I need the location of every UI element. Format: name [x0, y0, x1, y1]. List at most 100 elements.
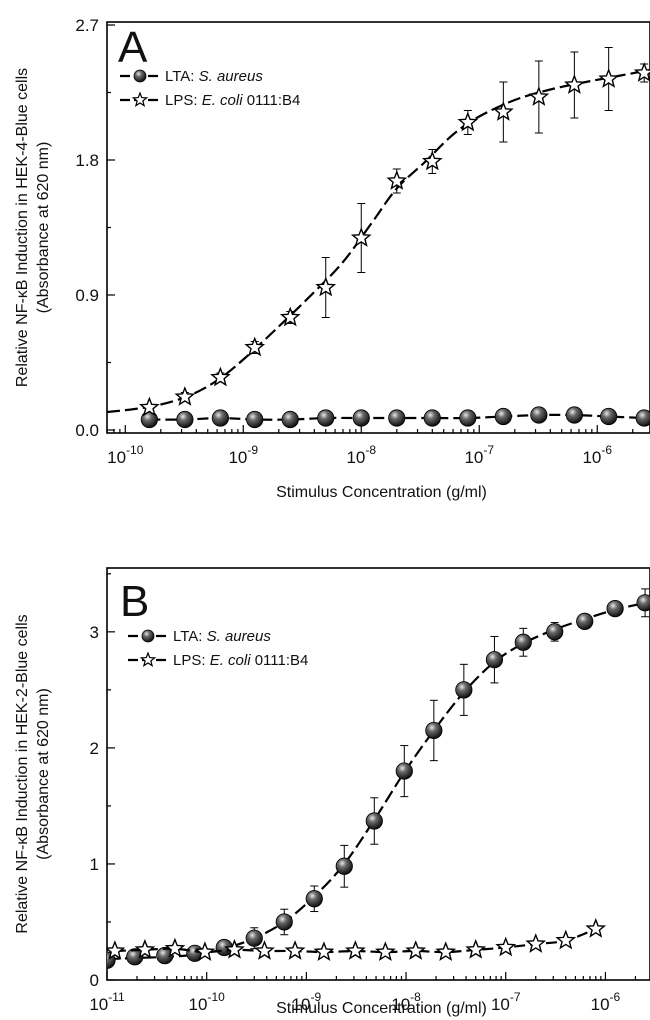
x-tick-label: 10-10: [189, 990, 226, 1014]
lta-point: [395, 762, 413, 780]
lps-point: [107, 940, 126, 960]
legend-label: LPS: E. coli 0111:B4: [165, 92, 300, 109]
lta-point: [246, 410, 264, 429]
plot-frame: [106, 567, 650, 981]
lps-point: [465, 938, 487, 959]
lta-point: [485, 651, 504, 669]
legend-entry: LTA: S. aureus: [120, 68, 263, 85]
lta-point: [636, 594, 650, 612]
lps-point: [194, 941, 216, 961]
lps-point: [528, 86, 550, 106]
lta-point: [459, 409, 477, 427]
lps-point: [164, 937, 186, 958]
lps-point: [598, 68, 620, 88]
lta-point: [281, 410, 299, 429]
lps-point: [244, 336, 266, 357]
lps-point: [138, 396, 160, 417]
x-tick-label: 10-6: [591, 990, 621, 1014]
x-axis-title: Stimulus Concentration (g/ml): [276, 484, 487, 501]
y-tick-label: 0: [90, 971, 99, 990]
x-tick-label: 10-6: [582, 443, 612, 467]
x-axis-title: Stimulus Concentration (g/ml): [276, 1000, 487, 1017]
lta-point: [425, 721, 443, 740]
lps-point: [405, 940, 427, 960]
y-tick-label: 1: [90, 855, 99, 874]
lps-point: [350, 227, 372, 247]
lps-point: [254, 940, 275, 960]
y-axis-title: Relative NF-κB Induction in HEK-4-Blue c…: [14, 68, 31, 387]
legend-label: LPS: E. coli 0111:B4: [173, 652, 308, 669]
legend-label: LTA: S. aureus: [165, 68, 263, 85]
lps-point: [386, 170, 408, 190]
x-tick-label: 10-7: [464, 443, 494, 467]
series-line: [107, 68, 650, 414]
lps-point: [174, 386, 196, 406]
lta-point: [423, 409, 441, 427]
legend-ball-marker: [133, 69, 147, 83]
lta-point: [245, 929, 263, 947]
lps-point: [525, 933, 547, 953]
legend-star-marker: [139, 651, 157, 668]
lta-point: [211, 409, 229, 427]
y-axis-subtitle: (Absorbance at 620 nm): [35, 142, 52, 314]
lta-point: [275, 913, 293, 931]
lta-point: [126, 948, 144, 966]
lta-point: [530, 406, 548, 424]
y-axis-title: Relative NF-κB Induction in HEK-2-Blue c…: [14, 614, 31, 933]
lta-series: [140, 406, 650, 429]
legend: LTA: S. aureus LPS: E. coli 0111:B4: [120, 68, 300, 109]
lta-point: [317, 409, 335, 427]
y-tick-label: 2.7: [75, 16, 99, 35]
lps-point: [284, 940, 306, 960]
y-axis-subtitle: (Absorbance at 620 nm): [35, 688, 52, 860]
lta-point: [635, 409, 650, 427]
panel-letter: A: [118, 23, 148, 72]
legend-ball-marker: [141, 629, 155, 643]
legend-entry: LPS: E. coli 0111:B4: [128, 651, 308, 669]
lta-point: [335, 857, 353, 875]
legend-entry: LPS: E. coli 0111:B4: [120, 91, 300, 109]
lps-point: [374, 941, 396, 961]
lta-point: [365, 812, 383, 830]
lps-point: [224, 938, 245, 959]
lta-point: [600, 407, 618, 426]
panel-a: 10-10 10-9 10-8 10-7 10-6 0.0 0.9 1.8 2.7 Stimulu…: [14, 16, 650, 501]
lps-point: [279, 306, 301, 327]
lta-point: [352, 409, 370, 427]
lps-point: [134, 938, 156, 959]
lps-series: [107, 918, 607, 961]
lta-point: [606, 600, 624, 618]
lps-point: [315, 276, 337, 297]
lta-point: [156, 947, 174, 965]
lps-point: [210, 366, 231, 387]
x-tick-label: 10-8: [391, 990, 421, 1014]
lps-point: [492, 101, 514, 121]
lps-point: [344, 940, 366, 960]
x-tick-label: 10-9: [292, 990, 322, 1014]
lta-point: [546, 623, 564, 641]
lta-point: [565, 406, 583, 424]
y-tick-label: 0.9: [75, 286, 99, 305]
legend-label: LTA: S. aureus: [173, 628, 271, 645]
y-tick-label: 0.0: [75, 421, 99, 440]
x-tick-label: 10-7: [491, 990, 521, 1014]
lta-point: [514, 633, 532, 651]
x-tick-label: 10-9: [228, 443, 258, 467]
legend: LTA: S. aureus LPS: E. coli 0111:B4: [128, 628, 308, 669]
x-tick-label: 10-11: [89, 990, 125, 1014]
lps-point: [585, 918, 607, 938]
x-tick-label: 10-8: [346, 443, 376, 467]
y-tick-label: 1.8: [75, 151, 99, 170]
legend-star-marker: [131, 91, 149, 108]
lps-point: [563, 74, 585, 94]
lta-point: [305, 890, 323, 908]
lps-point: [633, 62, 650, 82]
y-tick-label: 3: [90, 623, 99, 642]
lps-point: [495, 936, 517, 957]
lta-point: [494, 407, 512, 426]
data-layer: [107, 47, 650, 429]
lta-series: [107, 588, 650, 969]
lta-point: [576, 612, 594, 630]
panel-b: 10-11 10-10 10-9 10-8 10-7 10-6 0 1 2 3 Stimulus C…: [14, 567, 650, 1017]
